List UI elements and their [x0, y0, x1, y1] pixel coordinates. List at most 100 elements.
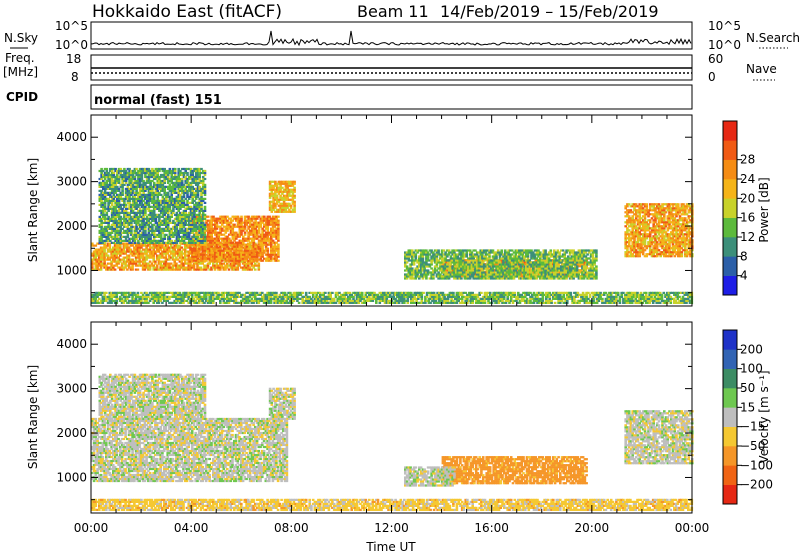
data-cell	[181, 182, 184, 184]
data-cell	[202, 212, 205, 214]
data-cell	[279, 189, 282, 191]
data-cell	[277, 226, 280, 228]
data-cell	[411, 249, 414, 251]
data-cell	[190, 206, 193, 208]
data-cell	[242, 230, 245, 232]
data-cell	[293, 195, 296, 197]
data-cell	[177, 168, 180, 170]
data-cell	[221, 260, 224, 262]
data-cell	[274, 207, 277, 209]
data-cell	[103, 261, 106, 263]
data-cell	[186, 230, 189, 232]
data-cell	[240, 232, 243, 234]
data-cell	[149, 182, 152, 184]
data-cell	[450, 255, 453, 257]
data-cell	[204, 242, 207, 244]
data-cell	[276, 197, 279, 199]
freq-panel: Freq. [MHz] 18 8 60 0 Nave	[3, 51, 777, 84]
nsky-tick-top: 10^5	[55, 19, 88, 33]
data-cell	[240, 220, 243, 222]
data-cell	[130, 208, 133, 210]
data-cell	[267, 252, 270, 254]
data-cell	[131, 269, 134, 271]
data-cell	[135, 202, 138, 204]
data-cell	[237, 216, 240, 218]
data-cell	[121, 190, 124, 192]
data-cell	[275, 218, 278, 220]
data-cell	[223, 263, 226, 265]
data-cell	[204, 198, 207, 200]
data-cell	[121, 265, 124, 267]
data-cell	[167, 174, 170, 176]
data-cell	[205, 222, 208, 224]
data-cell	[134, 196, 137, 198]
data-cell	[270, 244, 273, 246]
data-cell	[107, 216, 110, 218]
data-cell	[181, 198, 184, 200]
data-cell	[228, 224, 231, 226]
data-cell	[249, 222, 252, 224]
data-cell	[112, 267, 115, 269]
data-cell	[254, 263, 257, 265]
data-cell	[144, 228, 147, 230]
data-cell	[125, 238, 128, 240]
data-cell	[117, 263, 120, 265]
data-cell	[261, 246, 264, 248]
data-cell	[465, 255, 468, 257]
data-cell	[158, 192, 161, 194]
data-cell	[251, 220, 254, 222]
data-cell	[131, 265, 134, 267]
data-cell	[195, 254, 198, 256]
data-cell	[254, 244, 257, 246]
data-cell	[203, 250, 206, 252]
data-cell	[202, 200, 205, 202]
data-cell	[195, 234, 198, 236]
data-cell	[247, 240, 250, 242]
data-cell	[148, 220, 151, 222]
data-cell	[208, 263, 211, 265]
data-cell	[148, 224, 151, 226]
data-cell	[277, 216, 280, 218]
data-cell	[232, 228, 235, 230]
data-cell	[146, 216, 149, 218]
data-cell	[154, 261, 157, 263]
data-cell	[235, 250, 238, 252]
data-cell	[189, 263, 192, 265]
data-cell	[425, 275, 428, 277]
data-cell	[277, 222, 280, 224]
data-cell	[184, 253, 187, 255]
data-cell	[168, 255, 171, 257]
data-cell	[458, 275, 461, 277]
data-cell	[183, 196, 186, 198]
data-cell	[219, 248, 222, 250]
data-cell	[170, 194, 173, 196]
data-cell	[226, 220, 229, 222]
data-cell	[434, 267, 437, 269]
data-cell	[429, 253, 432, 255]
data-cell	[141, 238, 144, 240]
data-cell	[103, 263, 106, 265]
data-cell	[140, 251, 143, 253]
data-cell	[184, 210, 187, 212]
data-cell	[137, 240, 140, 242]
data-cell	[139, 192, 142, 194]
data-cell	[216, 228, 219, 230]
data-cell	[204, 240, 207, 242]
data-cell	[425, 249, 428, 251]
data-cell	[159, 263, 162, 265]
data-cell	[230, 240, 233, 242]
data-cell	[413, 261, 416, 263]
data-cell	[179, 208, 182, 210]
data-cell	[184, 249, 187, 251]
data-cell	[267, 230, 270, 232]
data-cell	[138, 263, 141, 265]
data-cell	[114, 269, 117, 271]
data-cell	[413, 263, 416, 265]
data-cell	[254, 220, 257, 222]
data-cell	[134, 242, 137, 244]
data-cell	[200, 194, 203, 196]
data-cell	[204, 172, 207, 174]
data-cell	[246, 230, 249, 232]
data-cell	[455, 261, 458, 263]
data-cell	[198, 216, 201, 218]
